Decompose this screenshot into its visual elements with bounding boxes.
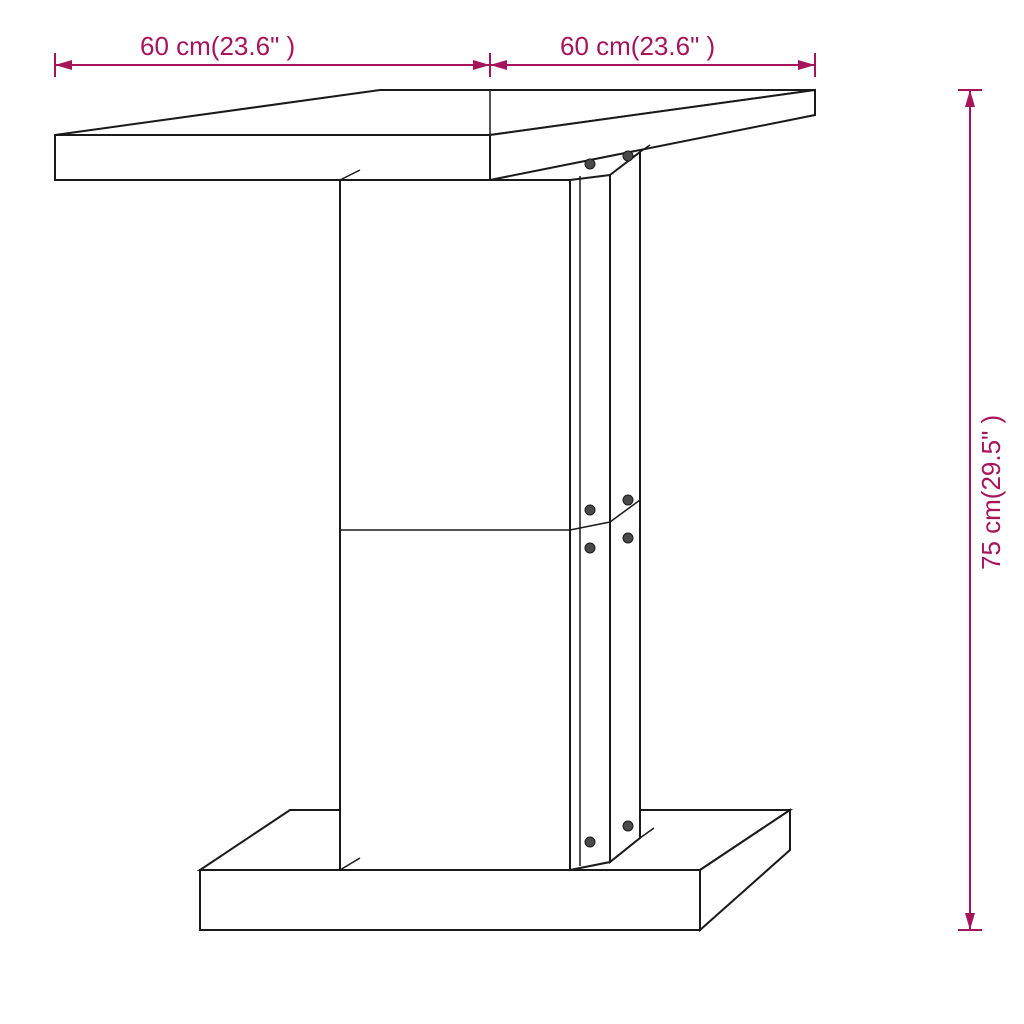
dimension-width: 60 cm(23.6" ) bbox=[55, 31, 490, 77]
fastener-hole bbox=[623, 495, 633, 505]
dimension-depth-label: 60 cm(23.6" ) bbox=[560, 31, 715, 61]
fastener-hole bbox=[585, 505, 595, 515]
dimension-height: 75 cm(29.5" ) bbox=[958, 90, 1006, 930]
fastener-hole bbox=[623, 821, 633, 831]
dimension-depth: 60 cm(23.6" ) bbox=[490, 31, 815, 77]
table-drawing bbox=[55, 90, 815, 930]
fastener-hole bbox=[623, 533, 633, 543]
fastener-hole bbox=[585, 159, 595, 169]
table-dimension-diagram: 60 cm(23.6" ) 60 cm(23.6" ) 75 cm(29.5" … bbox=[0, 0, 1024, 1024]
fastener-hole bbox=[585, 837, 595, 847]
dimension-width-label: 60 cm(23.6" ) bbox=[140, 31, 295, 61]
fastener-hole bbox=[623, 151, 633, 161]
fastener-hole bbox=[585, 543, 595, 553]
dimension-height-label: 75 cm(29.5" ) bbox=[976, 415, 1006, 570]
